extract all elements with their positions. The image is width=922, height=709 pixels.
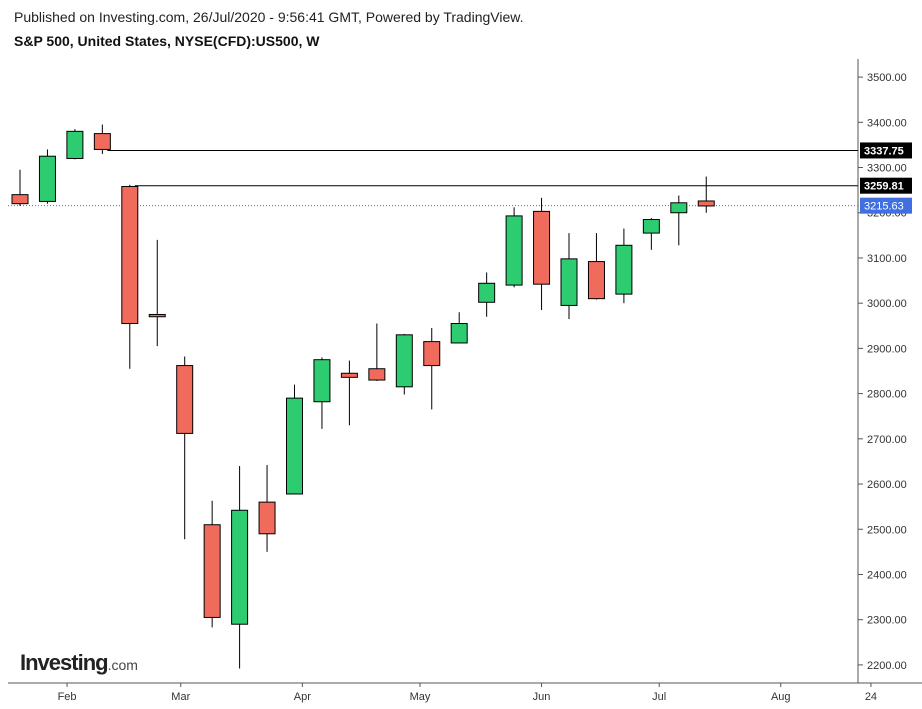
- x-tick-label: May: [410, 691, 431, 703]
- level-label: 3337.75: [864, 145, 904, 157]
- y-tick-label: 2800.00: [867, 389, 907, 401]
- y-tick-label: 3000.00: [867, 298, 907, 310]
- candle-up: [505, 207, 523, 288]
- logo-brand: Investing: [20, 650, 109, 675]
- levels-layer: [8, 149, 858, 207]
- candle-body: [148, 313, 166, 318]
- level-label-bg: [860, 177, 912, 194]
- candle-body: [340, 372, 358, 378]
- candle-down: [423, 328, 441, 410]
- candle-body: [203, 524, 221, 618]
- candle-body: [395, 334, 413, 388]
- y-tick-label: 2600.00: [867, 479, 907, 491]
- y-tick-label: 2700.00: [867, 434, 907, 446]
- candle-down: [176, 356, 194, 540]
- candle-up: [38, 149, 56, 204]
- plot-border: [8, 59, 922, 684]
- candle-up: [642, 218, 660, 250]
- candle-up: [478, 272, 496, 317]
- x-tick-label: 24: [865, 691, 877, 703]
- candle-body: [615, 244, 633, 295]
- candle-body: [533, 210, 551, 285]
- candle-down: [697, 176, 715, 213]
- candle-down: [587, 233, 605, 300]
- candle-body: [587, 261, 605, 300]
- logo-suffix: .com: [107, 657, 138, 673]
- x-tick-label: Apr: [294, 691, 311, 703]
- candle-body: [66, 130, 84, 159]
- candle-down: [203, 500, 221, 628]
- last-price-label-bg: [860, 197, 912, 214]
- candle-up: [560, 233, 578, 319]
- last-price-label: 3215.63: [864, 201, 904, 213]
- candle-up: [450, 312, 468, 344]
- x-tick-label: Feb: [58, 691, 77, 703]
- candle-down: [368, 323, 386, 381]
- x-axis: Feb Mar Apr May Jun Jul Aug 24: [58, 683, 877, 703]
- candle-body: [670, 202, 688, 214]
- candle-down: [340, 360, 358, 426]
- candle-body: [642, 219, 660, 234]
- candle-body: [121, 186, 139, 325]
- candle-body: [368, 368, 386, 381]
- candle-body: [231, 509, 249, 625]
- y-tick-label: 2900.00: [867, 343, 907, 355]
- candle-up: [615, 228, 633, 304]
- published-line: Published on Investing.com, 26/Jul/2020 …: [14, 9, 524, 25]
- candle-body: [697, 200, 715, 207]
- candle-body: [450, 323, 468, 344]
- level-label: 3259.81: [864, 181, 904, 193]
- candle-body: [258, 501, 276, 535]
- candle-body: [38, 155, 56, 202]
- y-tick-label: 3100.00: [867, 253, 907, 265]
- symbol-title: S&P 500, United States, NYSE(CFD):US500,…: [14, 33, 320, 49]
- candle-body: [313, 359, 331, 403]
- x-tick-label: Jun: [533, 691, 551, 703]
- candle-body: [176, 365, 194, 434]
- investing-logo: Investing.com: [20, 650, 138, 676]
- y-tick-label: 3500.00: [867, 72, 907, 84]
- candle-up: [286, 384, 303, 495]
- candle-down: [93, 124, 111, 154]
- y-axis: 2200.00 2300.00 2400.00 2500.00 2600.00 2700.…: [858, 72, 907, 672]
- candle-body: [11, 194, 29, 205]
- y-tick-label: 2300.00: [867, 615, 907, 627]
- price-labels: 3337.75 3259.81 3215.63: [860, 142, 912, 214]
- candle-body: [478, 282, 496, 303]
- y-tick-label: 3400.00: [867, 117, 907, 129]
- y-tick-label: 2500.00: [867, 524, 907, 536]
- candle-body: [560, 258, 578, 306]
- x-tick-label: Jul: [652, 691, 666, 703]
- candle-up: [670, 195, 688, 246]
- candle-up: [66, 129, 84, 160]
- y-tick-label: 2200.00: [867, 660, 907, 672]
- candle-up: [231, 465, 249, 669]
- candle-down: [258, 465, 276, 552]
- candle-body: [93, 133, 111, 150]
- level-label-bg: [860, 142, 912, 159]
- candle-body: [286, 397, 303, 495]
- candle-down: [533, 197, 551, 310]
- y-tick-label: 2400.00: [867, 569, 907, 581]
- x-tick-label: Mar: [171, 691, 190, 703]
- candle-down: [11, 169, 29, 206]
- candles-layer: [11, 124, 715, 669]
- candle-up: [395, 333, 413, 395]
- candle-down: [148, 239, 166, 347]
- candle-body: [423, 341, 441, 367]
- candle-down: [121, 184, 139, 369]
- candle-body: [505, 215, 523, 286]
- candle-up: [313, 357, 331, 429]
- x-tick-label: Aug: [771, 691, 791, 703]
- y-tick-label: 3300.00: [867, 163, 907, 175]
